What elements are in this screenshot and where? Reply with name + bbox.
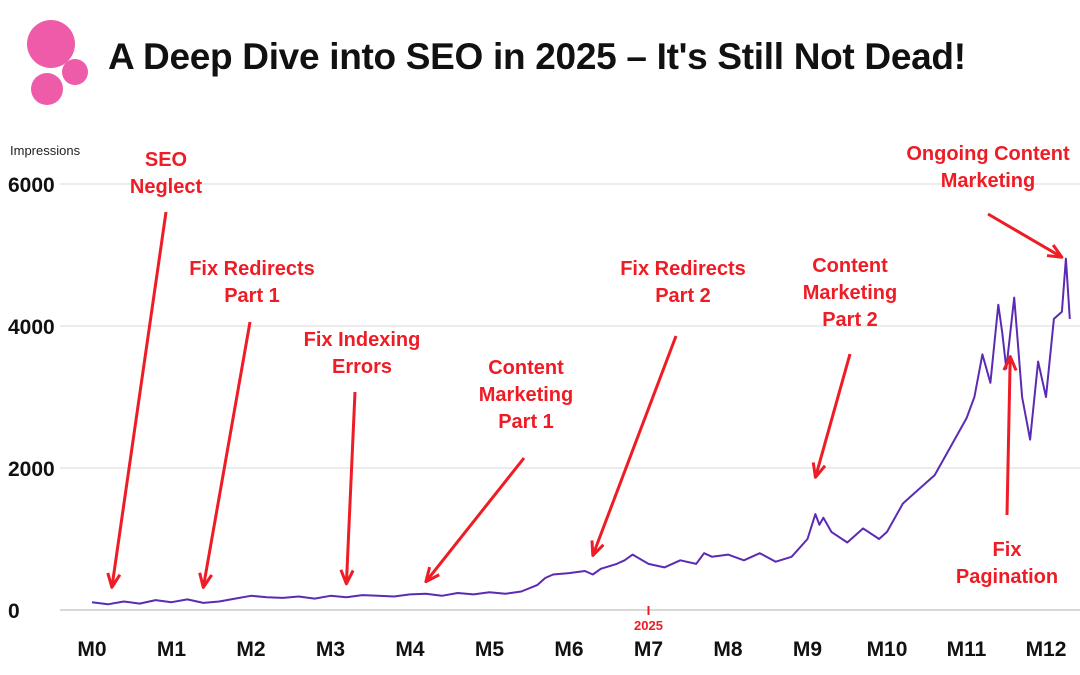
- page-title: A Deep Dive into SEO in 2025 – It's Stil…: [108, 36, 966, 77]
- annotation-label: Content Marketing Part 1: [479, 357, 573, 433]
- annotation-arrow: [987, 212, 1063, 259]
- annotation-arrowhead: [424, 566, 440, 584]
- annotation-label: Fix Indexing Errors: [304, 329, 421, 378]
- x-tick-label: M9: [793, 638, 822, 661]
- annotation-line: Errors: [332, 356, 392, 378]
- x-tick-label: M5: [475, 638, 504, 661]
- annotation-line: Part 2: [822, 309, 878, 331]
- chart-grid: [60, 183, 1080, 611]
- annotation-line: Part 1: [498, 411, 554, 433]
- chart-annotations: SEO Neglect Fix Redirects Part 1 Fix Indexin…: [106, 143, 1070, 589]
- annotation-line: Fix Indexing: [304, 329, 421, 351]
- x-tick-label: M0: [77, 638, 106, 661]
- x-tick-label: M1: [157, 638, 186, 661]
- y-tick-label: 2000: [8, 458, 55, 481]
- annotation-label: Content Marketing Part 2: [803, 255, 897, 331]
- annotation-line: Pagination: [956, 566, 1058, 588]
- annotation-line: Fix Redirects: [189, 258, 315, 280]
- annotation-arrow: [344, 391, 357, 584]
- annotation-label: Fix Redirects Part 2: [620, 258, 746, 307]
- pink-circles-logo-icon: [22, 18, 94, 108]
- annotation-line: Marketing: [941, 170, 1035, 192]
- logo-circle-large: [27, 20, 75, 68]
- annotation-line: Marketing: [803, 282, 897, 304]
- annotation-line: Fix: [993, 539, 1022, 561]
- logo-circle-medium: [31, 73, 63, 105]
- annotation-arrow: [814, 353, 852, 478]
- annotation-arrowhead: [811, 462, 827, 479]
- annotation-line: Marketing: [479, 384, 573, 406]
- annotation-line: SEO: [145, 149, 187, 171]
- x-tick-label: M3: [316, 638, 345, 661]
- x-tick-label: M10: [867, 638, 908, 661]
- x-tick-label: M4: [395, 638, 424, 661]
- y-axis-label: Impressions: [10, 143, 81, 158]
- year-marker-label: 2025: [634, 618, 663, 633]
- annotation-arrowhead: [1002, 355, 1018, 372]
- x-tick-label: M7: [634, 638, 663, 661]
- annotation-arrowhead: [1046, 244, 1064, 259]
- x-tick-label: M2: [236, 638, 265, 661]
- annotation-arrowhead: [590, 540, 605, 557]
- annotation-line: Neglect: [130, 176, 203, 198]
- annotation-line: Part 2: [655, 285, 711, 307]
- annotation-label: SEO Neglect: [130, 149, 203, 198]
- logo-circle-small: [62, 59, 88, 85]
- annotation-arrow: [591, 335, 678, 556]
- annotation-label: Ongoing Content Marketing: [906, 143, 1070, 192]
- x-tick-label: M11: [947, 638, 987, 661]
- chart-axes: 0 2000 4000 6000 Impressions M0 M1 M2 M3 M4 M5 M6 M7…: [8, 143, 1066, 661]
- annotation-line: Part 1: [224, 285, 280, 307]
- annotation-arrowhead: [106, 572, 122, 589]
- annotation-line: Ongoing Content: [906, 143, 1070, 165]
- annotation-line: Content: [488, 357, 564, 379]
- x-tick-label: M6: [554, 638, 583, 661]
- annotation-arrowhead: [198, 572, 213, 589]
- annotation-arrow: [424, 457, 526, 583]
- x-tick-label: M12: [1026, 638, 1067, 661]
- x-tick-label: M8: [713, 638, 742, 661]
- annotation-arrowhead: [339, 569, 355, 586]
- annotation-label: Fix Pagination: [956, 539, 1058, 588]
- annotation-label: Fix Redirects Part 1: [189, 258, 315, 307]
- y-tick-label: 6000: [8, 174, 55, 197]
- chart-series: [91, 257, 1071, 606]
- y-tick-label: 0: [8, 600, 20, 623]
- series-line-impressions: [91, 257, 1071, 606]
- y-tick-label: 4000: [8, 316, 55, 339]
- annotation-arrow: [201, 321, 252, 588]
- annotation-arrow: [1005, 356, 1012, 516]
- annotation-arrow: [110, 211, 168, 588]
- annotation-line: Fix Redirects: [620, 258, 746, 280]
- annotation-line: Content: [812, 255, 888, 277]
